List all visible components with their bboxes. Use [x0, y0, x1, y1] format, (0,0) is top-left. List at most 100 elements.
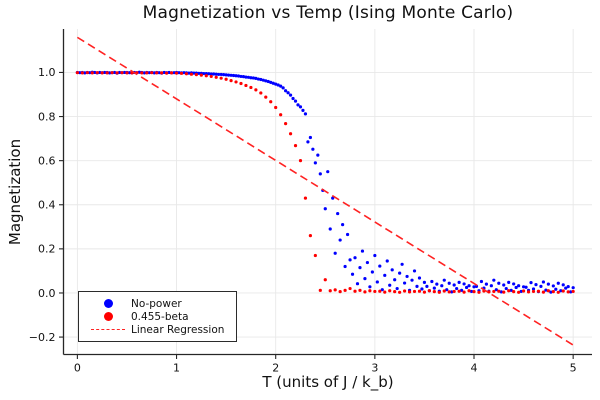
data-point: [288, 93, 293, 97]
data-point: [477, 290, 481, 294]
data-point: [341, 223, 345, 227]
data-point: [412, 289, 417, 294]
data-point: [298, 159, 303, 163]
data-point: [378, 264, 382, 268]
data-point: [108, 71, 112, 75]
data-point: [556, 281, 560, 285]
data-point: [152, 71, 156, 75]
data-point: [566, 284, 570, 289]
data-point: [323, 278, 327, 282]
data-point: [78, 71, 82, 75]
regression-line: [76, 36, 574, 346]
data-point: [350, 272, 355, 276]
data-point: [422, 290, 427, 294]
tick-labels: 0 1 2 3 4 5 −0.2 0.0 0.2 0.4 0.6 0.8 1.0: [29, 66, 577, 374]
legend-label: 0.455-beta: [131, 310, 189, 323]
data-point: [279, 84, 283, 88]
data-point: [336, 211, 340, 216]
legend-row-beta: 0.455-beta: [89, 310, 230, 323]
data-point: [526, 290, 531, 294]
data-point: [204, 71, 208, 76]
data-point: [209, 72, 213, 76]
data-point: [363, 290, 367, 294]
data-point: [80, 71, 84, 75]
data-point: [517, 284, 521, 288]
data-point: [259, 91, 263, 95]
data-point: [162, 70, 166, 75]
data-point: [564, 286, 568, 290]
data-point: [427, 289, 431, 293]
data-point: [402, 281, 407, 285]
data-point: [440, 284, 444, 288]
data-point: [373, 253, 377, 258]
data-point: [546, 282, 550, 286]
data-point: [127, 71, 132, 75]
data-point: [145, 71, 149, 75]
data-point: [442, 289, 446, 293]
data-point: [460, 288, 464, 292]
data-point: [388, 289, 392, 293]
data-point: [569, 290, 573, 294]
data-point: [207, 72, 211, 76]
data-point: [271, 81, 275, 85]
x-tick-label: 1: [173, 362, 180, 375]
data-point: [323, 207, 327, 211]
data-point: [358, 266, 362, 270]
data-point: [494, 288, 498, 292]
data-point: [313, 253, 317, 258]
data-point: [169, 71, 174, 75]
data-point: [276, 83, 280, 87]
data-point: [497, 289, 501, 293]
legend: No-power 0.455-beta Linear Regression: [78, 291, 237, 342]
x-tick-label: 2: [272, 362, 279, 375]
data-point: [326, 170, 330, 174]
data-point: [333, 251, 337, 255]
data-point: [333, 288, 337, 292]
data-point: [93, 70, 97, 75]
data-point: [246, 75, 251, 79]
data-point: [298, 105, 303, 109]
data-point: [184, 72, 189, 76]
data-point: [566, 290, 570, 294]
data-point: [514, 285, 518, 290]
data-point: [393, 290, 397, 294]
data-point: [541, 280, 546, 284]
data-point: [492, 289, 496, 294]
data-point: [244, 75, 248, 79]
data-point: [343, 264, 347, 269]
data-point: [355, 282, 360, 286]
data-point: [395, 286, 399, 291]
data-point: [474, 284, 479, 288]
data-point: [469, 289, 474, 294]
data-point: [105, 71, 109, 75]
data-point: [472, 290, 476, 294]
data-point: [241, 75, 246, 79]
data-point: [194, 73, 198, 77]
data-point: [226, 73, 231, 77]
data-point: [229, 73, 233, 77]
data-point: [393, 278, 397, 282]
data-point: [462, 282, 466, 286]
x-axis-label: T (units of J / k_b): [262, 373, 394, 391]
data-point: [214, 72, 218, 76]
data-point: [100, 71, 104, 75]
data-point: [571, 286, 575, 290]
data-point: [311, 147, 315, 151]
y-tick-label: 0.8: [38, 110, 56, 123]
data-point: [417, 289, 422, 293]
data-point: [509, 288, 513, 292]
data-point: [432, 290, 436, 294]
data-point: [306, 140, 310, 144]
data-point: [202, 71, 206, 76]
data-point: [259, 77, 263, 82]
data-point: [212, 72, 216, 76]
data-point: [222, 73, 226, 77]
gridlines: [63, 29, 592, 355]
data-point: [261, 78, 265, 82]
data-point: [264, 95, 268, 99]
data-point: [422, 280, 427, 284]
data-point: [467, 284, 471, 288]
data-point: [430, 279, 434, 284]
data-point: [524, 285, 528, 289]
